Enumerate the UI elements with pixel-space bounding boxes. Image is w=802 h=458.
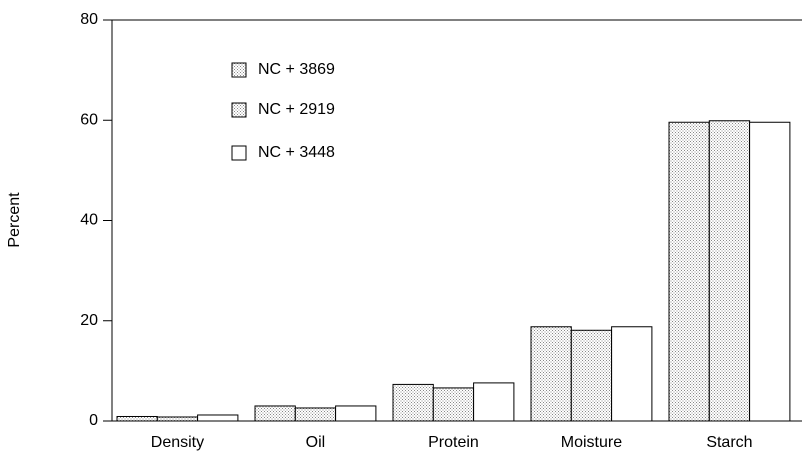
x-tick-label: Moisture bbox=[561, 434, 622, 451]
y-tick-label: 0 bbox=[89, 412, 98, 429]
bar bbox=[116, 415, 158, 422]
bar bbox=[254, 405, 296, 422]
bar bbox=[432, 387, 475, 422]
bar bbox=[335, 405, 377, 422]
bar bbox=[570, 329, 613, 422]
y-tick-label: 20 bbox=[80, 312, 98, 329]
bar bbox=[392, 383, 434, 422]
bar bbox=[611, 326, 653, 422]
x-tick-label: Starch bbox=[706, 434, 752, 451]
bar bbox=[668, 121, 710, 422]
y-tick-label: 60 bbox=[80, 111, 98, 128]
bar bbox=[156, 416, 199, 422]
legend-swatch bbox=[231, 102, 247, 118]
y-tick-label: 80 bbox=[80, 11, 98, 28]
bar bbox=[294, 407, 337, 422]
bar bbox=[530, 326, 572, 422]
legend-label: NC + 2919 bbox=[258, 101, 335, 118]
legend-swatch bbox=[231, 62, 247, 78]
bar bbox=[473, 382, 515, 422]
y-tick-label: 40 bbox=[80, 212, 98, 229]
y-axis-label: Percent bbox=[6, 192, 23, 248]
x-tick-label: Protein bbox=[428, 434, 479, 451]
legend-label: NC + 3869 bbox=[258, 61, 335, 78]
bar bbox=[749, 121, 791, 422]
legend-label: NC + 3448 bbox=[258, 144, 335, 161]
x-tick-label: Density bbox=[151, 434, 204, 451]
bar bbox=[197, 414, 239, 422]
bar bbox=[708, 120, 751, 422]
legend-swatch bbox=[231, 145, 247, 161]
x-tick-label: Oil bbox=[306, 434, 326, 451]
